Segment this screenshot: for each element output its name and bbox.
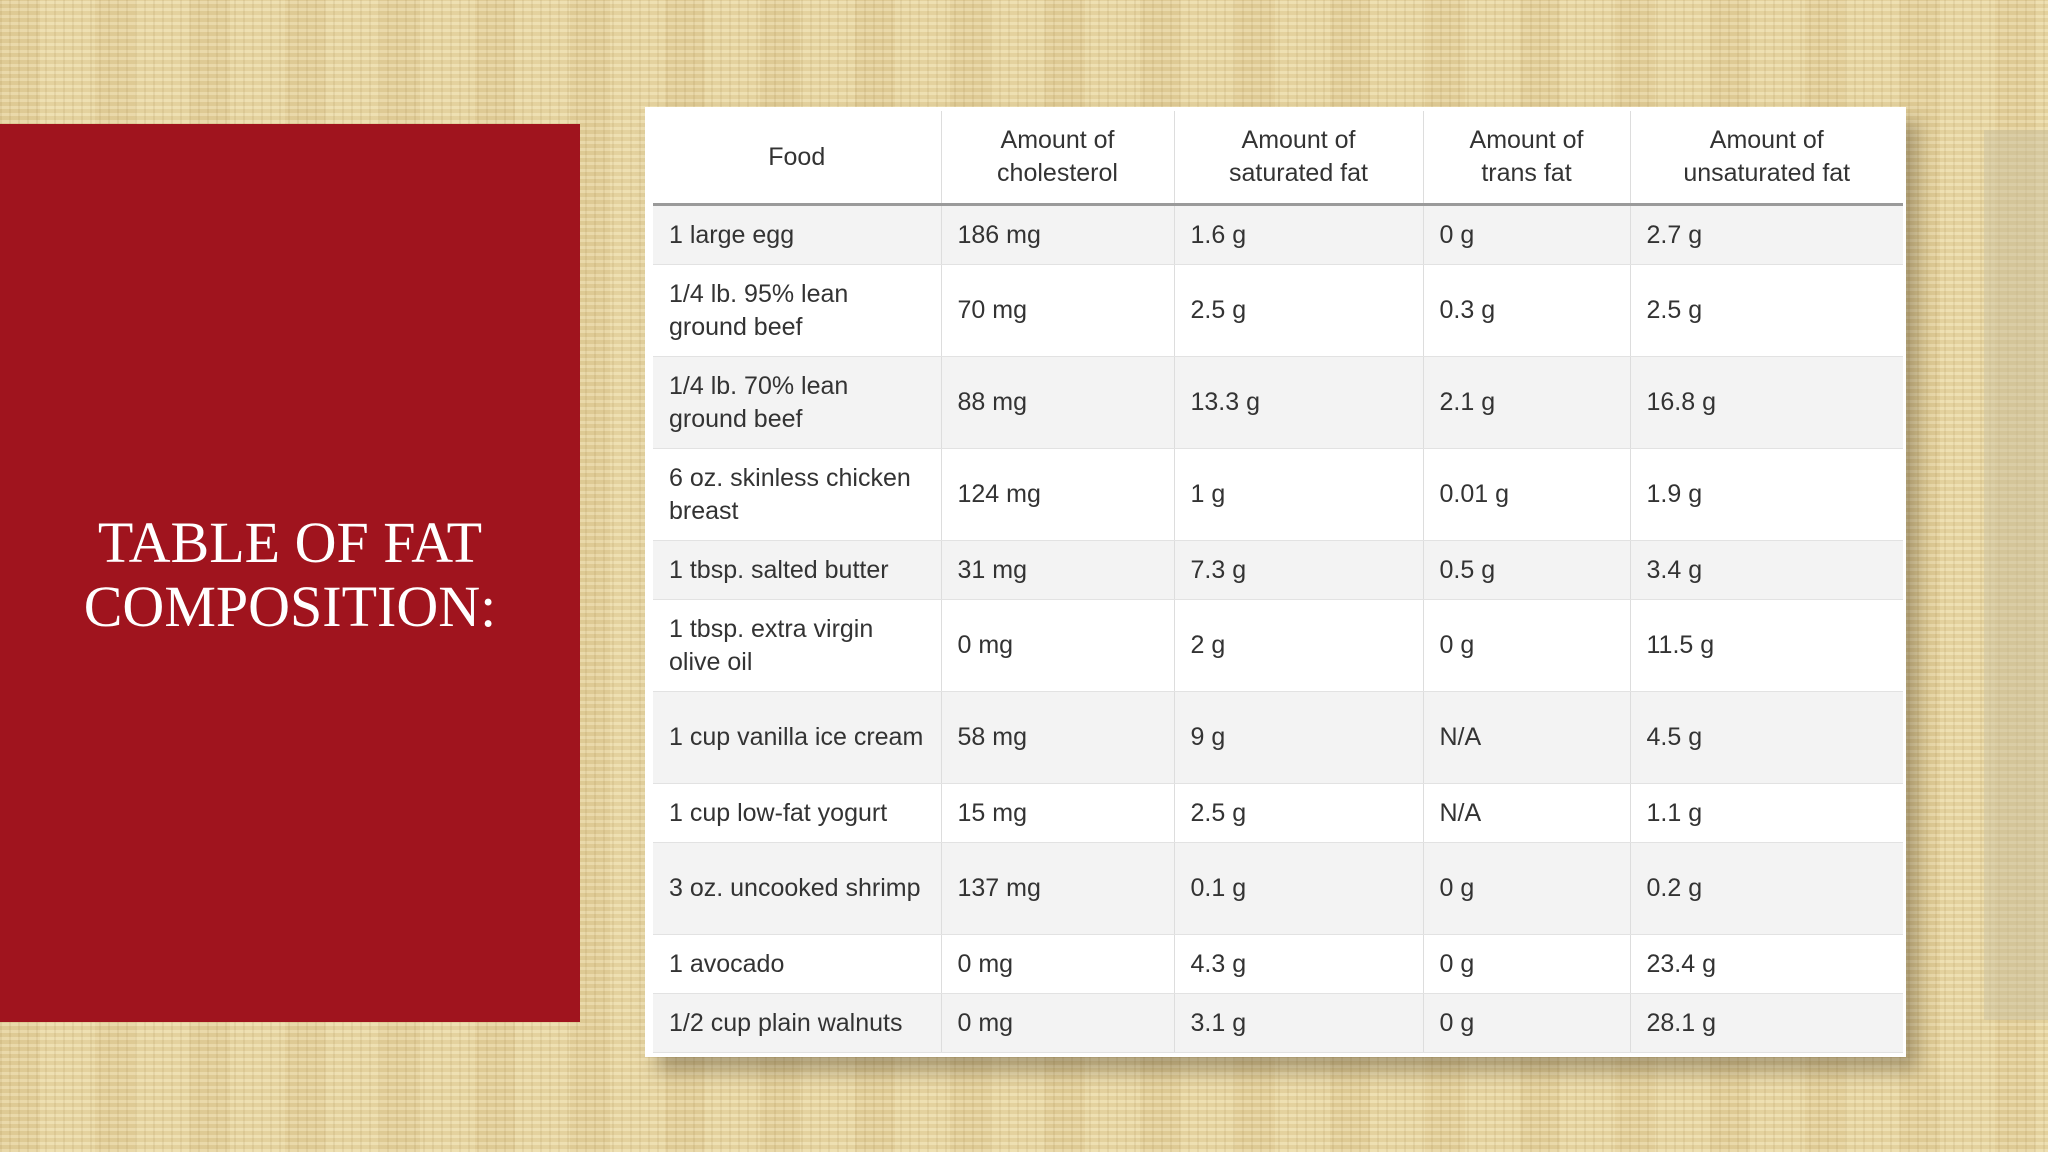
title-panel: TABLE OF FAT COMPOSITION: (0, 124, 580, 1022)
cell-cholesterol: 88 mg (941, 356, 1175, 449)
cell-food: 1 avocado (653, 934, 942, 994)
cell-unsaturated-fat: 0.2 g (1630, 842, 1903, 935)
cell-trans-fat: 2.1 g (1423, 356, 1631, 449)
table-row: 1/4 lb. 70% lean ground beef 88 mg 13.3 … (653, 356, 1903, 449)
cell-trans-fat: 0 g (1423, 842, 1631, 935)
header-cholesterol: Amount of cholesterol (941, 111, 1175, 206)
cell-saturated-fat: 2.5 g (1174, 264, 1424, 357)
cell-unsaturated-fat: 1.1 g (1630, 783, 1903, 843)
cell-saturated-fat: 7.3 g (1174, 540, 1424, 600)
cell-food: 1 large egg (653, 204, 942, 265)
cell-unsaturated-fat: 2.5 g (1630, 264, 1903, 357)
cell-trans-fat: N/A (1423, 783, 1631, 843)
cell-cholesterol: 0 mg (941, 993, 1175, 1053)
cell-saturated-fat: 1 g (1174, 448, 1424, 541)
cell-food: 1/4 lb. 95% lean ground beef (653, 264, 942, 357)
cell-unsaturated-fat: 23.4 g (1630, 934, 1903, 994)
table-row: 1 large egg 186 mg 1.6 g 0 g 2.7 g (653, 204, 1903, 265)
cell-cholesterol: 186 mg (941, 204, 1175, 265)
cell-trans-fat: 0 g (1423, 993, 1631, 1053)
header-saturated-fat: Amount of saturated fat (1174, 111, 1424, 206)
cell-saturated-fat: 1.6 g (1174, 204, 1424, 265)
header-food: Food (653, 111, 942, 206)
table-row: 1 tbsp. extra virgin olive oil 0 mg 2 g … (653, 599, 1903, 692)
cell-cholesterol: 31 mg (941, 540, 1175, 600)
cell-unsaturated-fat: 16.8 g (1630, 356, 1903, 449)
cell-cholesterol: 124 mg (941, 448, 1175, 541)
table-row: 1 tbsp. salted butter 31 mg 7.3 g 0.5 g … (653, 540, 1903, 600)
cell-unsaturated-fat: 11.5 g (1630, 599, 1903, 692)
cell-food: 6 oz. skinless chicken breast (653, 448, 942, 541)
cell-saturated-fat: 2.5 g (1174, 783, 1424, 843)
header-unsaturated-fat: Amount of unsaturated fat (1630, 111, 1903, 206)
cell-food: 1/2 cup plain walnuts (653, 993, 942, 1053)
cell-trans-fat: 0.01 g (1423, 448, 1631, 541)
fat-composition-table: Food Amount of cholesterol Amount of sat… (653, 111, 1903, 1053)
cell-food: 1 cup low-fat yogurt (653, 783, 942, 843)
cell-food: 1 tbsp. salted butter (653, 540, 942, 600)
table-row: 1 cup low-fat yogurt 15 mg 2.5 g N/A 1.1… (653, 783, 1903, 843)
cell-saturated-fat: 3.1 g (1174, 993, 1424, 1053)
cell-cholesterol: 58 mg (941, 691, 1175, 784)
cell-trans-fat: 0 g (1423, 204, 1631, 265)
cell-trans-fat: 0.5 g (1423, 540, 1631, 600)
table-row: 1/2 cup plain walnuts 0 mg 3.1 g 0 g 28.… (653, 993, 1903, 1053)
cell-unsaturated-fat: 3.4 g (1630, 540, 1903, 600)
cell-saturated-fat: 4.3 g (1174, 934, 1424, 994)
slide-title: TABLE OF FAT COMPOSITION: (83, 510, 497, 639)
table-row: 1 avocado 0 mg 4.3 g 0 g 23.4 g (653, 934, 1903, 994)
table-header-row: Food Amount of cholesterol Amount of sat… (653, 111, 1903, 206)
cell-saturated-fat: 9 g (1174, 691, 1424, 784)
fat-composition-table-card: Food Amount of cholesterol Amount of sat… (645, 107, 1906, 1057)
cell-saturated-fat: 2 g (1174, 599, 1424, 692)
cell-unsaturated-fat: 1.9 g (1630, 448, 1903, 541)
cell-trans-fat: 0 g (1423, 599, 1631, 692)
cell-saturated-fat: 13.3 g (1174, 356, 1424, 449)
cell-cholesterol: 70 mg (941, 264, 1175, 357)
table-row: 6 oz. skinless chicken breast 124 mg 1 g… (653, 448, 1903, 541)
cell-unsaturated-fat: 4.5 g (1630, 691, 1903, 784)
cell-saturated-fat: 0.1 g (1174, 842, 1424, 935)
table-row: 3 oz. uncooked shrimp 137 mg 0.1 g 0 g 0… (653, 842, 1903, 935)
table-row: 1 cup vanilla ice cream 58 mg 9 g N/A 4.… (653, 691, 1903, 784)
header-trans-fat: Amount of trans fat (1423, 111, 1631, 206)
cell-cholesterol: 0 mg (941, 599, 1175, 692)
cell-trans-fat: 0.3 g (1423, 264, 1631, 357)
cell-unsaturated-fat: 28.1 g (1630, 993, 1903, 1053)
cell-food: 1/4 lb. 70% lean ground beef (653, 356, 942, 449)
cell-cholesterol: 0 mg (941, 934, 1175, 994)
decorative-side-strip (1984, 130, 2048, 1020)
cell-cholesterol: 137 mg (941, 842, 1175, 935)
cell-food: 1 tbsp. extra virgin olive oil (653, 599, 942, 692)
cell-cholesterol: 15 mg (941, 783, 1175, 843)
cell-food: 1 cup vanilla ice cream (653, 691, 942, 784)
cell-unsaturated-fat: 2.7 g (1630, 204, 1903, 265)
table-row: 1/4 lb. 95% lean ground beef 70 mg 2.5 g… (653, 264, 1903, 357)
cell-trans-fat: 0 g (1423, 934, 1631, 994)
cell-trans-fat: N/A (1423, 691, 1631, 784)
cell-food: 3 oz. uncooked shrimp (653, 842, 942, 935)
